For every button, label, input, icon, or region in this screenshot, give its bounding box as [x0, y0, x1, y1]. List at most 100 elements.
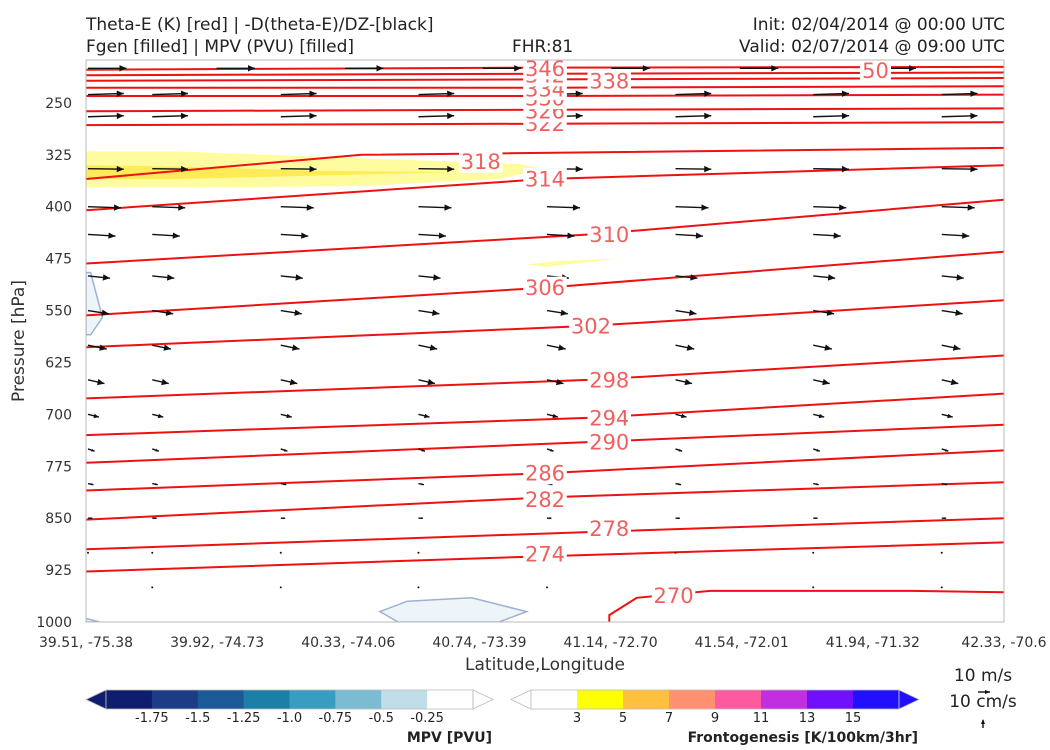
wind-vector	[152, 204, 186, 211]
wind-vector-head	[447, 90, 455, 97]
wind-vector-head	[677, 517, 680, 520]
wind-vector	[417, 586, 420, 589]
wind-vector-head	[909, 65, 916, 72]
wind-vector-head	[420, 517, 423, 520]
wind-vector	[813, 165, 849, 173]
wind-vector-head	[818, 413, 825, 419]
contour-label-bg	[859, 60, 891, 82]
title-line1: Theta-E (K) [red] | -D(theta-E)/DZ-[blac…	[86, 15, 434, 35]
wind-vector	[675, 378, 693, 386]
vector-key-h-head	[985, 690, 990, 694]
wind-vector-head	[309, 165, 317, 173]
wind-vector	[152, 448, 160, 452]
wind-vector	[941, 482, 948, 486]
fgen-colorbar-title: Frontogenesis [K/100km/3hr]	[688, 730, 918, 746]
contour-label-bg	[587, 431, 632, 454]
wind-vector	[418, 378, 436, 386]
contour-label-bg	[523, 276, 567, 299]
mpv-colorbar-swatch	[289, 690, 336, 709]
wind-vector	[280, 344, 300, 351]
wind-vector	[941, 204, 975, 211]
theta-e-label-318: 318	[461, 150, 501, 174]
contour-label-bg	[587, 517, 632, 540]
wind-vector-head	[433, 274, 441, 281]
wind-vector	[813, 344, 833, 351]
wind-vector-head	[429, 344, 438, 351]
theta-e-label-290: 290	[589, 431, 629, 455]
wind-vector	[87, 232, 116, 239]
wind-vector-head	[950, 378, 959, 386]
fgen-colorbar-tick-label: 15	[845, 711, 862, 726]
wind-vector-head	[556, 378, 564, 386]
wind-vector-head	[172, 232, 180, 239]
fgen-colorbar-tick-label: 9	[711, 711, 719, 726]
wind-vector	[152, 378, 169, 386]
theta-e-label-310: 310	[589, 223, 629, 247]
wind-vector	[546, 448, 554, 452]
wind-vector-head	[642, 65, 650, 72]
wind-vector	[87, 204, 122, 211]
wind-vector-head	[294, 309, 302, 316]
wind-vector-head	[113, 204, 121, 211]
wind-vector-head	[116, 112, 124, 120]
wind-vector-head	[839, 204, 847, 211]
wind-vector-head	[447, 112, 455, 120]
wind-vector-head	[970, 90, 978, 97]
wind-vector-head	[686, 344, 695, 351]
wind-vector-head	[558, 344, 566, 351]
wind-vector-head	[944, 448, 949, 452]
wind-vector	[418, 204, 452, 211]
fgen-region-small	[526, 258, 619, 267]
wind-vector	[941, 90, 978, 97]
wind-vector	[813, 378, 830, 386]
mpv-colorbar-outline	[105, 689, 474, 710]
wind-vector	[941, 165, 978, 173]
wind-vector-head	[552, 413, 558, 419]
wind-vector-head	[689, 309, 697, 316]
theta-e-label-306: 306	[525, 276, 565, 300]
wind-vector-head	[827, 274, 836, 281]
wind-vector	[87, 482, 94, 486]
wind-vector	[813, 232, 841, 239]
wind-vector	[87, 112, 124, 120]
wind-vector-head	[309, 90, 317, 97]
wind-vector	[87, 90, 124, 97]
wind-vector-head	[165, 309, 174, 316]
theta-e-label-346: 346	[525, 57, 565, 81]
contour-label-bg	[523, 168, 567, 191]
y-tick-label: 775	[45, 459, 72, 475]
fgen-colorbar-swatch	[669, 690, 716, 709]
fgen-colorbar-swatch	[761, 690, 808, 709]
wind-vector	[675, 165, 712, 173]
wind-vector-dot	[940, 586, 943, 589]
wind-vector-head	[157, 413, 164, 419]
wind-vector	[280, 448, 288, 452]
wind-vector-head	[108, 232, 116, 239]
title-line2: Fgen [filled] | MPV (PVU) [filled]	[86, 37, 355, 57]
fgen-colorbar-tick-label: 3	[573, 711, 581, 726]
wind-vector	[151, 586, 154, 589]
wind-vector-head	[306, 204, 314, 211]
fhr-label: FHR:81	[512, 37, 574, 57]
wind-vector	[418, 517, 423, 520]
wind-vector	[152, 232, 180, 239]
wind-vector	[941, 517, 947, 520]
y-tick-label: 925	[45, 563, 72, 579]
wind-vector	[418, 309, 440, 316]
theta-e-label-282: 282	[525, 488, 565, 512]
wind-vector-head	[421, 483, 424, 486]
wind-vector	[280, 232, 309, 239]
wind-vector	[87, 274, 111, 281]
wind-vector-head	[771, 65, 779, 72]
wind-vector	[675, 274, 698, 281]
wind-vector	[280, 378, 298, 386]
wind-vector-head	[952, 344, 961, 351]
mpv-region	[86, 617, 100, 622]
contour-label-bg	[587, 368, 632, 391]
x-tick-label: 39.92, -74.73	[170, 635, 264, 651]
wind-vector	[675, 344, 695, 351]
mpv-colorbar-swatch	[197, 690, 245, 709]
wind-vector	[812, 586, 815, 589]
x-tick-label: 39.51, -75.38	[39, 635, 133, 651]
